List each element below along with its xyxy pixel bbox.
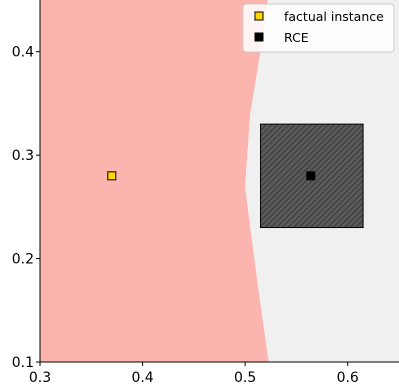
- x-tick-label: 0.3: [29, 370, 51, 386]
- y-axis-ticks: 0.1 0.2 0.3 0.4: [12, 45, 40, 371]
- y-tick-label: 0.1: [12, 355, 34, 371]
- x-axis-ticks: 0.3 0.4 0.5 0.6: [29, 362, 359, 386]
- plot-area: [40, 0, 399, 362]
- legend-frame: [242, 3, 395, 53]
- y-tick-label: 0.2: [12, 252, 34, 268]
- x-tick-label: 0.4: [131, 370, 153, 386]
- legend-marker-factual-instance: [254, 11, 264, 21]
- legend-label-factual-instance: factual instance: [284, 9, 384, 24]
- y-tick-label: 0.4: [12, 45, 34, 61]
- legend-marker-rce: [254, 32, 264, 42]
- x-tick-label: 0.6: [337, 370, 359, 386]
- legend: factual instance RCE: [242, 3, 395, 53]
- legend-label-rce: RCE: [284, 30, 309, 45]
- factual-instance-point: [107, 171, 117, 181]
- y-tick-label: 0.3: [12, 148, 34, 164]
- rce-point: [306, 171, 316, 181]
- region-class-0: [40, 0, 269, 362]
- x-tick-label: 0.5: [234, 370, 256, 386]
